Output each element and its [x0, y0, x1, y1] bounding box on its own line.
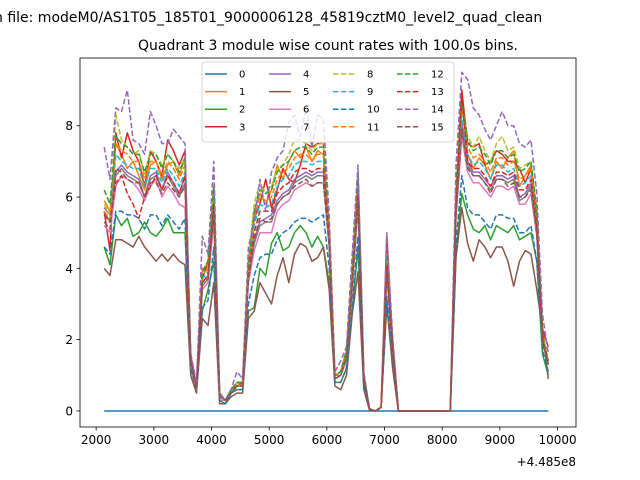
y-tick-label: 2: [65, 333, 73, 347]
x-tick-label: 2000: [81, 433, 112, 447]
series-line-12: [103, 100, 550, 412]
x-tick-label: 7000: [369, 433, 400, 447]
series-line-2: [103, 192, 550, 412]
legend-label-12: 12: [431, 70, 444, 81]
series-line-10: [103, 174, 550, 412]
series-line-14: [103, 71, 550, 412]
series-line-15: [103, 128, 550, 412]
plot-area: 2000 3000 4000 5000 6000 7000 8000 9000 10000 0 2 4…: [65, 57, 577, 447]
legend-label-13: 13: [431, 87, 444, 98]
x-tick-label: 8000: [427, 433, 458, 447]
x-tick-label: 4000: [196, 433, 227, 447]
figure-suptitle: n file: modeM0/AS1T05_185T01_9000006128_…: [0, 10, 542, 26]
x-tick-label: 9000: [485, 433, 516, 447]
legend-label-15: 15: [431, 122, 444, 133]
x-offset-label: +4.485e8: [517, 455, 576, 469]
x-tick-label: 6000: [312, 433, 343, 447]
x-tick-label: 3000: [139, 433, 170, 447]
legend-label-6: 6: [303, 105, 309, 116]
axes-frame: [79, 57, 577, 428]
x-tick-label: 5000: [254, 433, 285, 447]
series-line-5: [103, 206, 550, 412]
legend-label-1: 1: [239, 87, 245, 98]
chart-title: Quadrant 3 module wise count rates with …: [138, 38, 518, 54]
legend-label-5: 5: [303, 87, 309, 98]
legend-label-3: 3: [239, 122, 245, 133]
series-line-13: [103, 92, 550, 412]
legend-label-2: 2: [239, 105, 245, 116]
legend-label-8: 8: [367, 70, 373, 81]
legend-label-7: 7: [303, 122, 309, 133]
y-tick-label: 8: [65, 119, 73, 133]
legend-label-11: 11: [367, 122, 380, 133]
legend-label-4: 4: [303, 70, 309, 81]
y-tick-label: 0: [65, 404, 73, 418]
y-tick-label: 6: [65, 191, 73, 205]
y-tick-label: 4: [65, 262, 73, 276]
legend-label-10: 10: [367, 105, 380, 116]
legend-label-14: 14: [431, 105, 444, 116]
x-tick-label: 10000: [538, 433, 576, 447]
legend-box: [201, 61, 455, 143]
series-line-8: [103, 100, 550, 412]
legend-label-9: 9: [367, 87, 373, 98]
legend-label-0: 0: [239, 70, 245, 81]
